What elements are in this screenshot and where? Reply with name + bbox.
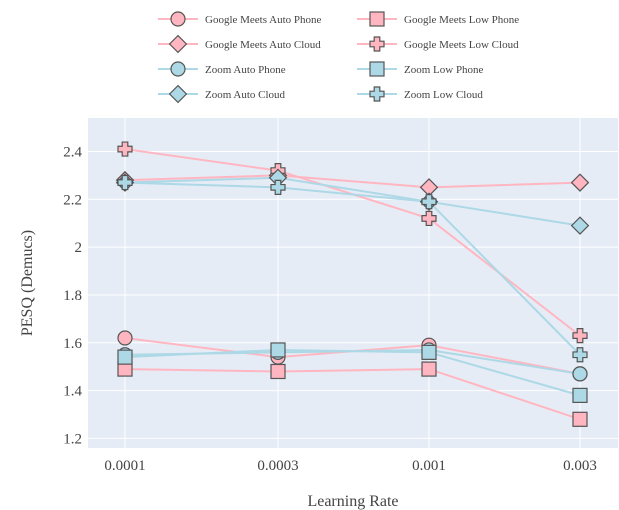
- legend-item: Google Meets Low Cloud: [357, 36, 519, 52]
- data-point: [572, 328, 588, 344]
- data-point: [117, 330, 133, 346]
- x-tick-label: 0.0001: [104, 458, 145, 474]
- legend-label: Zoom Auto Phone: [205, 64, 286, 76]
- data-point: [421, 194, 437, 210]
- data-point: [572, 387, 588, 403]
- data-point: [421, 210, 437, 227]
- data-point: [572, 366, 588, 382]
- y-tick-label: 1.8: [63, 288, 82, 304]
- data-point: [117, 174, 133, 191]
- data-point: [570, 173, 590, 192]
- x-axis-title: Learning Rate: [307, 493, 398, 510]
- data-point: [117, 141, 133, 157]
- legend-marker: [168, 84, 188, 104]
- y-tick-label: 2.2: [63, 192, 82, 208]
- legend-item: Zoom Auto Phone: [158, 61, 286, 77]
- y-tick-label: 2: [75, 240, 83, 256]
- series-line: [124, 348, 581, 397]
- legend-marker: [170, 61, 186, 77]
- plot-area: [88, 118, 618, 448]
- data-point: [270, 179, 286, 195]
- data-point: [572, 347, 588, 363]
- series-line: [124, 174, 581, 189]
- series-lines: [124, 148, 581, 421]
- tick-labels: 1.2 1.4 1.6 1.8 2 2.2 2.4 0.0001 0.0003 0.001 0.00…: [63, 144, 597, 474]
- data-point: [270, 342, 286, 358]
- x-tick-label: 0.003: [563, 458, 597, 474]
- legend-item: Zoom Low Phone: [357, 61, 484, 77]
- legend-item: Google Meets Auto Cloud: [158, 34, 321, 54]
- y-tick-label: 1.4: [63, 384, 82, 400]
- y-tick-label: 2.4: [63, 144, 82, 160]
- legend-label: Google Meets Low Cloud: [404, 39, 519, 51]
- data-point: [572, 411, 588, 427]
- legend-item: Google Meets Auto Phone: [158, 11, 322, 27]
- grid: [88, 118, 618, 448]
- data-point: [421, 361, 437, 377]
- legend-label: Zoom Auto Cloud: [205, 89, 286, 101]
- legend-item: Zoom Auto Cloud: [158, 84, 286, 104]
- data-point: [421, 344, 437, 360]
- legend-label: Google Meets Low Phone: [404, 14, 519, 26]
- legend-marker: [369, 86, 385, 102]
- legend-label: Google Meets Auto Phone: [205, 14, 322, 26]
- x-tick-label: 0.001: [412, 458, 446, 474]
- legend-marker: [369, 36, 385, 52]
- legend-marker: [168, 34, 188, 54]
- series-line: [124, 181, 581, 356]
- y-tick-label: 1.6: [63, 336, 82, 352]
- legend-label: Zoom Low Phone: [404, 64, 484, 76]
- legend: Google Meets Auto Phone Google Meets Low …: [158, 11, 519, 104]
- series-markers: [115, 141, 590, 427]
- y-tick-label: 1.2: [63, 431, 82, 447]
- legend-label: Zoom Low Cloud: [404, 89, 483, 101]
- y-axis-title: PESQ (Demucs): [19, 230, 36, 336]
- legend-item: Google Meets Low Phone: [357, 11, 519, 27]
- x-tick-label: 0.0003: [257, 458, 298, 474]
- legend-item: Zoom Low Cloud: [357, 86, 483, 102]
- series-line: [124, 176, 581, 227]
- legend-label: Google Meets Auto Cloud: [205, 39, 321, 51]
- legend-marker: [369, 61, 385, 77]
- data-point: [270, 363, 286, 380]
- data-point: [117, 349, 133, 365]
- series-line: [124, 368, 581, 421]
- legend-marker: [170, 11, 186, 27]
- legend-marker: [369, 11, 385, 27]
- data-point: [570, 216, 590, 235]
